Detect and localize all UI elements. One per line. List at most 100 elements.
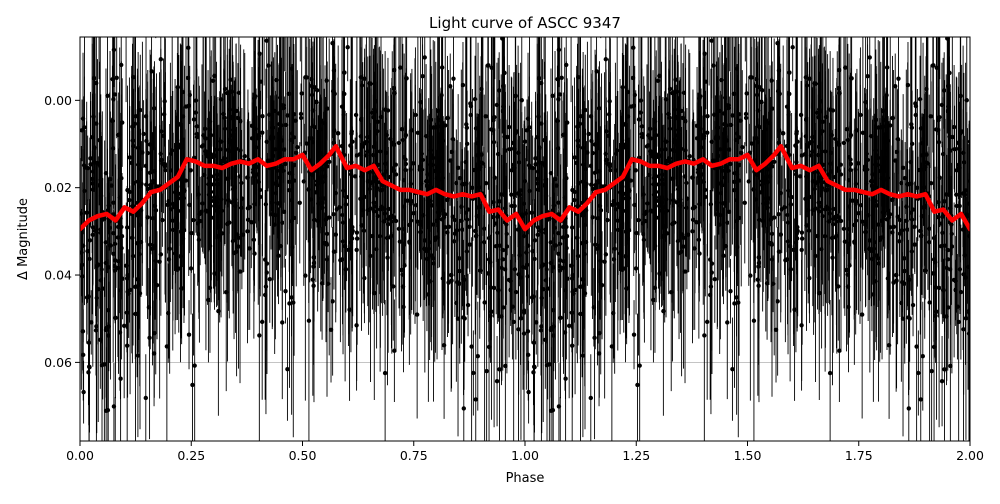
observation-point — [572, 189, 577, 195]
observation-point — [510, 304, 515, 309]
observation-point — [225, 221, 230, 227]
observation-point — [105, 93, 110, 98]
binned-mean-curve — [80, 143, 970, 232]
observation-point — [391, 85, 397, 91]
observation-point — [806, 228, 812, 233]
observation-point — [498, 192, 504, 197]
observation-point — [954, 168, 959, 173]
x-axis-label: Phase — [506, 471, 545, 486]
observation-point — [106, 265, 111, 270]
observation-point — [830, 216, 836, 222]
observation-point — [941, 88, 947, 93]
observation-point — [794, 236, 800, 241]
observation-point — [506, 124, 512, 130]
observation-point — [849, 76, 854, 81]
observation-point — [639, 124, 645, 129]
observation-point — [169, 148, 175, 153]
observation-point — [496, 88, 502, 93]
observation-point — [725, 320, 730, 325]
observation-point — [632, 202, 637, 208]
observation-point — [461, 277, 467, 282]
observation-point — [906, 277, 912, 282]
observation-point — [738, 118, 743, 123]
observation-point — [648, 208, 654, 213]
observation-point — [859, 312, 865, 317]
observation-point — [836, 85, 842, 91]
observation-point — [318, 196, 323, 201]
observation-point — [815, 233, 820, 239]
observation-point — [473, 397, 478, 402]
observation-point — [609, 344, 615, 349]
observation-point — [121, 323, 127, 329]
observation-point — [254, 172, 260, 177]
observation-point — [628, 178, 633, 183]
observation-point — [127, 287, 133, 293]
observation-point — [648, 126, 653, 132]
observation-point — [117, 132, 122, 137]
observation-point — [734, 131, 740, 136]
observation-point — [371, 179, 376, 184]
observation-point — [295, 144, 300, 150]
observation-point — [526, 389, 531, 395]
observation-point — [848, 161, 854, 167]
observation-point — [785, 239, 791, 244]
observation-point — [690, 175, 695, 180]
observation-point — [744, 91, 749, 96]
observation-point — [501, 83, 506, 89]
observation-point — [751, 318, 757, 323]
observation-point — [427, 162, 433, 167]
observation-point — [495, 230, 500, 235]
observation-point — [596, 106, 602, 111]
observation-point — [100, 286, 105, 291]
observation-point — [709, 261, 715, 266]
observation-point — [508, 278, 513, 284]
observation-point — [471, 167, 477, 173]
observation-point — [614, 148, 620, 153]
observation-point — [915, 185, 920, 191]
observation-point — [143, 395, 148, 401]
observation-point — [535, 187, 540, 192]
observation-point — [953, 278, 958, 284]
observation-point — [219, 208, 224, 213]
observation-point — [951, 124, 957, 130]
observation-point — [414, 312, 420, 317]
observation-point — [946, 83, 951, 89]
observation-point — [264, 139, 269, 144]
observation-point — [776, 249, 782, 254]
observation-point — [483, 181, 489, 186]
observation-point — [830, 255, 835, 260]
observation-point — [698, 93, 703, 99]
observation-point — [192, 363, 197, 368]
observation-point — [580, 277, 585, 282]
observation-point — [501, 305, 506, 310]
observation-point — [484, 368, 489, 374]
observation-point — [556, 404, 562, 409]
observation-point — [99, 362, 105, 368]
x-tick-label: 0.50 — [289, 448, 317, 463]
observation-point — [809, 149, 815, 154]
observation-point — [856, 210, 861, 216]
observation-point — [923, 268, 928, 273]
observation-point — [203, 126, 208, 132]
observation-point — [408, 218, 414, 223]
observation-point — [580, 145, 586, 151]
observation-point — [135, 353, 141, 358]
observation-point — [943, 192, 949, 197]
observation-point — [590, 215, 595, 220]
observation-point — [396, 226, 402, 232]
observation-point — [967, 139, 970, 144]
y-tick-label: 0.04 — [44, 268, 72, 283]
observation-point — [353, 112, 359, 118]
observation-point — [699, 172, 705, 177]
observation-point — [929, 368, 934, 374]
observation-point — [91, 75, 97, 81]
observation-point — [333, 232, 339, 237]
observation-point — [135, 145, 141, 151]
observation-point — [481, 240, 487, 245]
observation-point — [390, 166, 395, 171]
observation-point — [197, 212, 202, 217]
observation-point — [844, 126, 850, 132]
observation-point — [138, 239, 144, 245]
observation-point — [759, 100, 764, 105]
observation-point — [918, 397, 923, 402]
